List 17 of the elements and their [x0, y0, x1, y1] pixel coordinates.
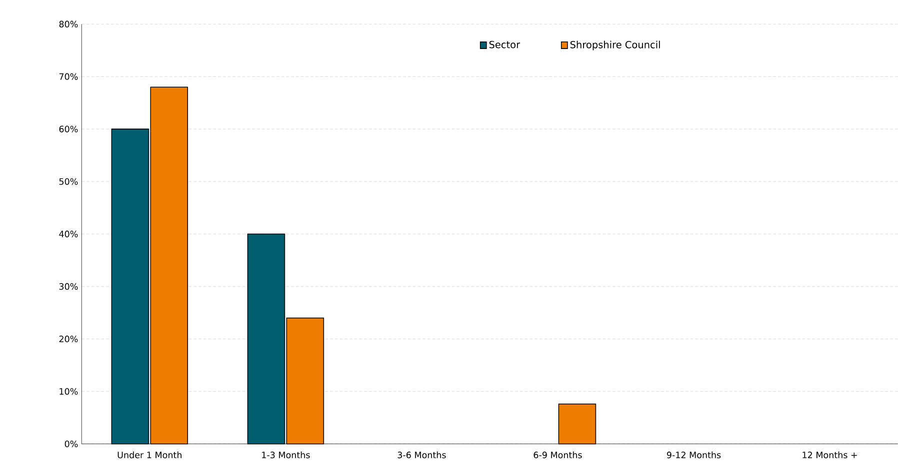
y-tick-label: 0%	[64, 440, 78, 448]
x-tick-label: 6-9 Months	[534, 452, 582, 458]
y-tick-label: 30%	[59, 283, 78, 290]
y-tick-label: 60%	[59, 126, 78, 133]
x-tick-label: 3-6 Months	[398, 452, 446, 458]
y-tick-label: 80%	[59, 21, 78, 28]
x-tick-label: Under 1 Month	[118, 452, 182, 458]
y-tick-label: 70%	[59, 74, 78, 80]
legend-label: Sector	[489, 41, 520, 48]
x-tick-label: 1-3 Months	[262, 452, 310, 458]
y-tick-label: 50%	[59, 178, 78, 186]
y-tick-label: 10%	[60, 388, 78, 395]
legend-label: Shropshire Council	[570, 41, 660, 50]
y-tick-label: 40%	[59, 230, 78, 238]
y-tick-label: 20%	[59, 336, 78, 342]
x-tick-label: 12 Months +	[802, 452, 857, 458]
x-tick-label: 9-12 Months	[666, 452, 721, 458]
